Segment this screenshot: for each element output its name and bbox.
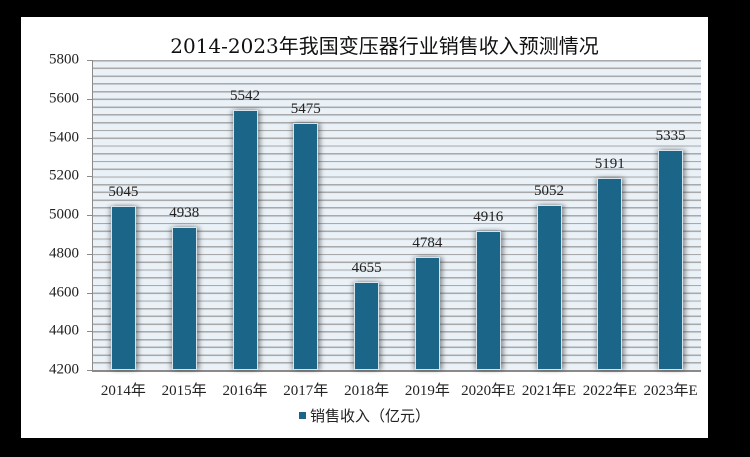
bar	[110, 206, 136, 370]
y-tick-label: 4600	[49, 284, 79, 300]
legend-label: 销售收入（亿元）	[309, 407, 430, 425]
x-tick-label: 2014年	[100, 383, 146, 399]
y-tick	[87, 331, 93, 333]
legend: 销售收入（亿元）	[21, 405, 708, 426]
x-tick-label: 2018年	[344, 383, 390, 399]
bar-value-label: 4655	[351, 259, 382, 276]
y-tick	[87, 137, 93, 139]
bar	[293, 122, 319, 370]
y-tick	[87, 253, 93, 255]
bar	[536, 204, 562, 370]
bar-value-label: 5052	[534, 182, 564, 199]
bar	[597, 177, 623, 370]
bar	[171, 227, 197, 370]
y-tick-label: 5800	[49, 51, 79, 68]
x-tick-label: 2022年E	[582, 383, 637, 399]
y-tick	[87, 292, 93, 294]
legend-swatch-icon	[298, 412, 306, 419]
x-tick-label: 2017年	[283, 383, 329, 399]
chart-card: 2014-2023年我国变压器行业销售收入预测情况 5800 5600 5400…	[21, 17, 708, 438]
y-tick-label: 5600	[49, 90, 79, 107]
x-axis	[92, 370, 701, 372]
y-tick	[87, 98, 93, 100]
y-tick-label: 5200	[49, 167, 79, 184]
y-tick-label: 5400	[49, 129, 79, 145]
bar-value-label: 5045	[108, 184, 139, 201]
bar	[232, 109, 258, 370]
bar-value-label: 5475	[290, 100, 321, 117]
bar-value-label: 5542	[230, 87, 260, 104]
bar	[414, 256, 440, 370]
y-tick-label: 4800	[49, 245, 79, 262]
y-tick	[87, 215, 93, 216]
x-tick-label: 2015年	[161, 383, 207, 399]
y-tick-label: 4400	[49, 322, 79, 339]
x-tick-label: 2020年E	[461, 383, 516, 399]
bar-value-label: 4916	[473, 209, 504, 226]
bar	[658, 150, 684, 370]
y-tick	[87, 60, 93, 61]
bar-value-label: 5335	[655, 128, 686, 145]
chart-title: 2014-2023年我国变压器行业销售收入预测情况	[170, 34, 599, 58]
x-tick-label: 2023年E	[643, 383, 698, 399]
x-tick-label: 2016年	[222, 383, 268, 399]
bar	[475, 231, 501, 370]
x-tick-label: 2021年E	[521, 383, 577, 399]
y-tick-label: 4200	[49, 361, 79, 378]
bar	[354, 281, 380, 370]
bar-value-label: 5191	[594, 155, 625, 172]
bar-value-label: 4938	[169, 205, 200, 221]
y-tick-label: 5000	[49, 206, 79, 223]
bar-value-label: 4784	[412, 234, 443, 251]
x-tick-label: 2019年	[404, 383, 450, 399]
y-tick	[87, 370, 93, 371]
y-tick	[87, 176, 93, 178]
